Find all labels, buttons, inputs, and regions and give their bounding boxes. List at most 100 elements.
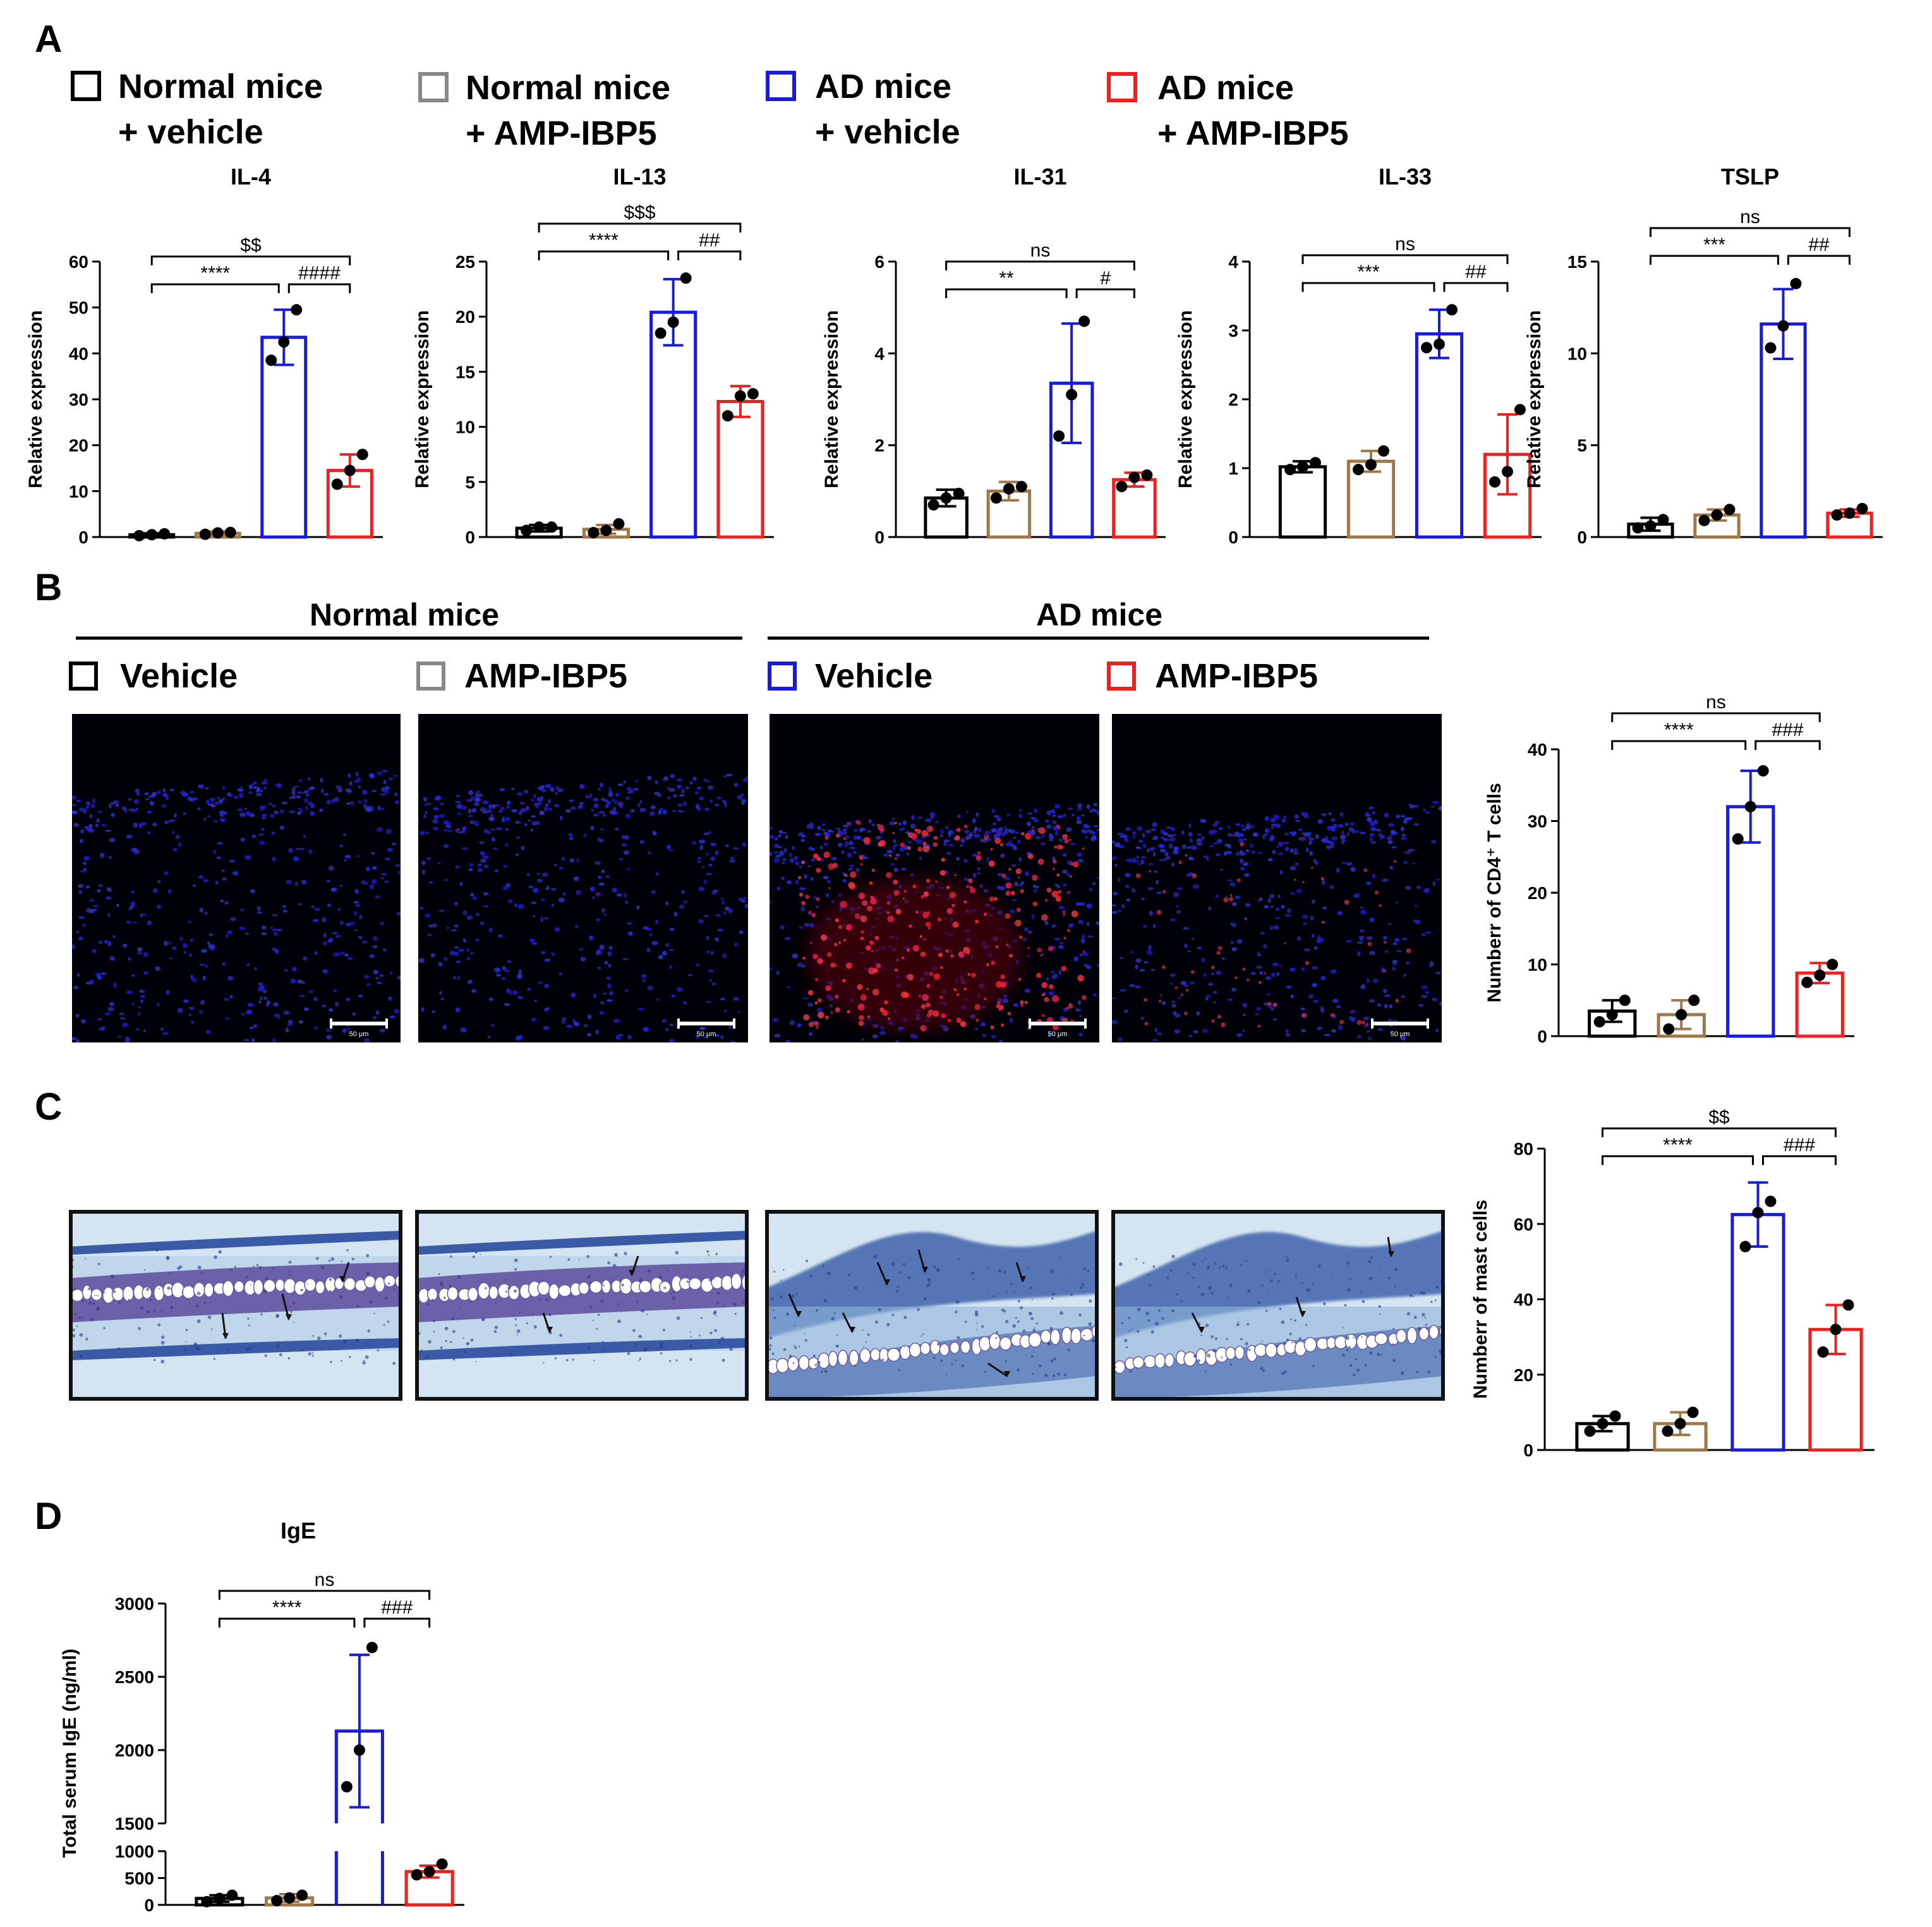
chart-title: IgE [281,1518,316,1543]
cd4-staining [1135,842,1411,1028]
data-point [133,529,145,541]
arrow-head [286,1314,292,1320]
legend-swatch [71,71,101,101]
arrow-head [1198,1327,1205,1333]
data-point [353,1744,365,1756]
arrow-head [546,1327,553,1333]
data-point [1856,502,1868,514]
data-point [224,526,236,538]
data-point [1597,1418,1609,1430]
chart-title: IL-31 [1013,164,1066,190]
legend-label: Normal mice [118,68,323,106]
image-background [418,714,748,1042]
data-point [1698,514,1710,526]
significance-bracket [1611,740,1747,750]
data-point [1801,976,1813,988]
y-tick-label: 2500 [115,1667,154,1687]
data-point [284,1892,296,1904]
y-tick-label: 20 [1528,883,1547,903]
histology-images [69,1210,1445,1401]
significance-bracket [218,1590,431,1600]
panel-label-c: C [35,1085,62,1128]
data-point [265,354,277,366]
y-axis-label: Numberr of mast cells [1470,1200,1491,1399]
data-point [366,1641,378,1653]
legend-label: Vehicle [120,657,238,695]
histology-image [415,1210,749,1401]
data-point [1814,969,1826,981]
data-point [747,388,759,400]
significance-bracket [363,1617,431,1628]
significance-label: # [1100,268,1111,289]
y-tick-label: 15 [456,362,475,382]
data-point [271,1895,283,1907]
arrow-marker [987,1362,1008,1377]
tissue [71,1231,401,1365]
data-point [1353,464,1364,476]
data-point [953,487,965,499]
panel-label-d: D [35,1495,62,1537]
significance-label: ns [315,1569,335,1590]
y-tick-label: 0 [1228,528,1238,547]
bar [1278,465,1327,539]
data-point [1687,1406,1699,1418]
data-point [146,529,158,541]
y-tick-label: 30 [1528,812,1547,831]
significance-bracket [1301,282,1435,292]
significance-label: ### [381,1597,413,1618]
image-border [1111,1210,1445,1401]
y-tick-label: 0 [1523,1441,1533,1460]
data-point [1284,464,1296,476]
cell-nuclei [418,773,748,1042]
data-point [1777,320,1789,332]
data-point [1739,1241,1751,1253]
significance-label: ns [1740,207,1760,227]
y-tick-label: 10 [456,418,475,437]
data-point [226,1889,238,1901]
y-tick-label: 40 [1514,1290,1533,1310]
data-point [1606,1008,1618,1020]
cell-nuclei [1112,800,1442,1042]
y-tick-label: 3000 [115,1594,154,1614]
y-axis-label: Total serum IgE (ng/ml) [59,1648,80,1858]
bar-chart: 0 10 20 30 40 50 60 Relative expression IL-4 ****… [25,164,383,547]
significance-bracket [150,283,280,293]
data-point [1632,522,1644,534]
arrow-head [922,1267,928,1273]
y-axis-label: Relative expression [821,310,842,488]
data-point [546,521,558,533]
scale-bar-label: 50 μm [349,1030,369,1038]
legend-b-item-vehicle-normal: Vehicle [69,657,238,695]
y-tick-label: 4 [1228,252,1238,272]
arrow-head [1300,1311,1306,1317]
y-tick-label: 10 [1528,955,1547,975]
y-tick-label: 2 [1228,390,1238,409]
data-point [613,518,625,530]
y-tick-label: 20 [69,436,88,456]
data-point [212,527,224,539]
scale-bar: 50 μm [677,1018,735,1038]
scale-bar-label: 50 μm [1048,1030,1068,1038]
legend-swatch [766,71,796,101]
significance-bracket [1602,1127,1837,1137]
fluorescence-image: 50 μm [418,714,748,1042]
scale-bar-label: 50 μm [697,1030,716,1038]
legend-label: + AMP-IBP5 [1157,114,1349,152]
chart-title: TSLP [1721,164,1779,190]
y-axis-label: Numberr of CD4⁺ T cells [1484,783,1505,1003]
data-point [1675,1008,1687,1020]
legend-swatch [69,661,98,691]
y-tick-label: 1500 [115,1814,154,1833]
significance-bracket [287,283,351,293]
image-border [765,1210,1099,1401]
data-point [1297,461,1308,473]
y-axis-label: Relative expression [1524,310,1545,488]
scale-bar: 50 μm [1371,1018,1429,1038]
y-tick-label: 2000 [115,1741,154,1760]
legend-b-item-amp-ad: AMP-IBP5 [1107,657,1318,695]
tissue [417,1231,747,1364]
data-point [341,1781,353,1792]
significance-label: ### [1772,720,1803,740]
significance-label: $$$ [624,202,655,223]
scale-bar: 50 μm [1029,1018,1087,1038]
